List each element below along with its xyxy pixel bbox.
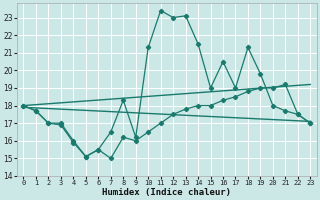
X-axis label: Humidex (Indice chaleur): Humidex (Indice chaleur): [102, 188, 231, 197]
